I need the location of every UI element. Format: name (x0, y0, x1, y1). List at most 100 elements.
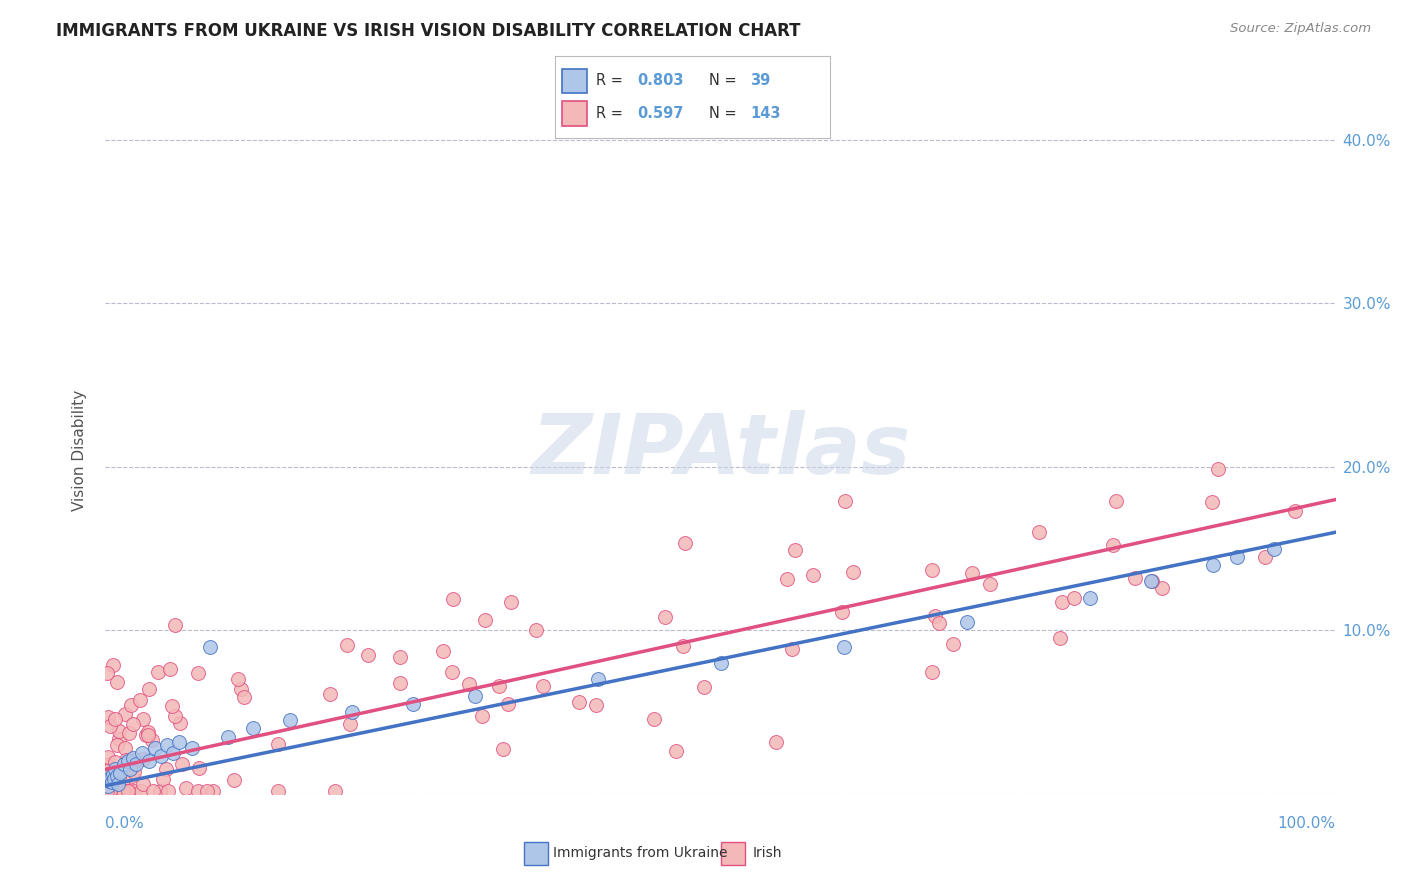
Point (942, 636, 965, 650)
Point (226, 673, 249, 687)
Point (165, 618, 187, 632)
Point (111, 783, 134, 797)
Point (1101, 538, 1123, 552)
Point (1201, 558, 1223, 572)
Point (100, 769, 122, 783)
Point (103, 783, 125, 797)
Point (156, 783, 179, 797)
Point (132, 713, 155, 727)
Point (1078, 591, 1101, 605)
Point (654, 609, 676, 624)
Point (169, 716, 191, 731)
Point (96, 758, 118, 772)
Text: 100.0%: 100.0% (1278, 816, 1336, 831)
Point (1049, 631, 1071, 645)
Point (117, 754, 139, 768)
Point (121, 769, 143, 783)
Point (103, 657, 125, 672)
Point (841, 566, 863, 580)
Point (96, 764, 118, 778)
Point (1226, 549, 1249, 564)
Point (115, 753, 138, 767)
Point (101, 783, 124, 797)
Point (160, 698, 183, 713)
Point (159, 661, 181, 675)
Point (201, 783, 224, 797)
Point (921, 665, 943, 680)
Point (531, 680, 554, 694)
Point (138, 754, 160, 768)
Point (132, 752, 155, 766)
Text: R =: R = (596, 106, 628, 121)
Point (1150, 581, 1173, 595)
Point (112, 757, 135, 772)
Point (187, 783, 209, 797)
Point (785, 543, 807, 558)
Point (567, 695, 589, 709)
Point (105, 765, 128, 780)
Point (496, 697, 519, 711)
Point (122, 783, 145, 797)
Point (1123, 571, 1146, 585)
Point (131, 746, 153, 760)
Point (138, 682, 160, 697)
Point (180, 741, 202, 756)
Point (110, 783, 132, 797)
Point (928, 615, 950, 630)
Point (458, 677, 481, 691)
Point (832, 640, 855, 654)
Point (1263, 541, 1285, 556)
Point (488, 679, 510, 693)
Point (98, 783, 121, 797)
Point (1063, 591, 1085, 605)
Point (402, 697, 425, 711)
Point (142, 783, 165, 797)
Point (224, 773, 246, 788)
Point (104, 713, 127, 727)
Point (131, 783, 153, 797)
Point (135, 728, 157, 742)
Bar (562, 102, 586, 126)
Point (105, 783, 128, 797)
Point (586, 673, 609, 687)
Y-axis label: Vision Disability: Vision Disability (72, 390, 87, 511)
Bar (524, 842, 548, 865)
Point (195, 783, 218, 797)
Text: R =: R = (596, 73, 628, 88)
Point (98, 771, 122, 785)
Point (492, 742, 515, 756)
Point (122, 764, 145, 779)
Point (831, 605, 853, 619)
Point (1253, 549, 1275, 564)
Point (98, 773, 121, 788)
Point (96, 777, 118, 791)
Point (101, 767, 124, 781)
Point (110, 764, 132, 779)
Point (136, 725, 159, 739)
Point (643, 712, 665, 726)
Point (1104, 494, 1126, 508)
Text: Source: ZipAtlas.com: Source: ZipAtlas.com (1230, 22, 1371, 36)
Point (97, 771, 120, 785)
Point (125, 757, 148, 772)
Point (174, 781, 197, 796)
Point (132, 777, 155, 791)
Point (278, 714, 301, 728)
Point (100, 775, 122, 789)
Point (101, 783, 124, 797)
Point (96, 666, 118, 681)
Point (665, 744, 688, 758)
Point (441, 665, 464, 679)
Point (98, 783, 121, 797)
Text: 39: 39 (749, 73, 770, 88)
Point (218, 730, 240, 744)
Point (117, 783, 139, 797)
Point (105, 738, 128, 752)
Point (1028, 524, 1050, 539)
Point (172, 756, 194, 771)
Point (117, 783, 139, 797)
Point (114, 783, 136, 797)
Point (121, 751, 143, 765)
Point (104, 755, 127, 769)
Point (1201, 495, 1223, 509)
